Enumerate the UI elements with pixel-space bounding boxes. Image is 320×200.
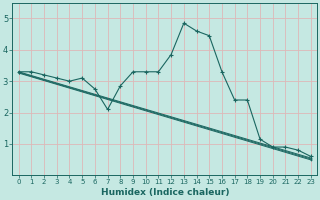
X-axis label: Humidex (Indice chaleur): Humidex (Indice chaleur) (100, 188, 229, 197)
